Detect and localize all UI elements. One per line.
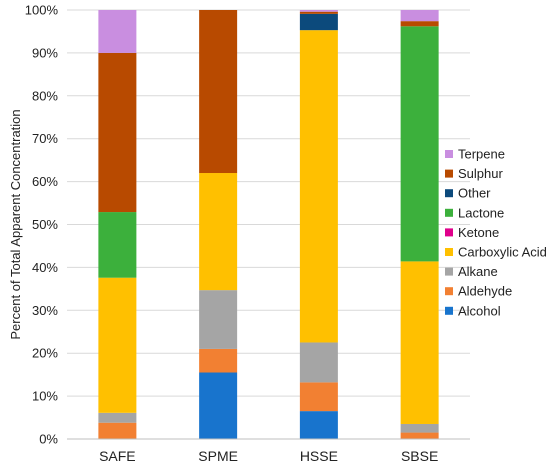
legend-label: Sulphur: [458, 166, 503, 181]
legend-item: Alcohol: [445, 303, 501, 318]
bar-segment-terpene: [98, 10, 137, 53]
legend-swatch: [445, 208, 453, 217]
y-tick-label: 80%: [32, 88, 58, 103]
bar-segment-alkane: [400, 423, 439, 433]
legend-swatch: [445, 189, 453, 198]
legend-label: Lactone: [458, 205, 504, 220]
legend-item: Other: [445, 186, 491, 201]
bar-segment-terpene: [400, 10, 439, 22]
y-tick-label: 40%: [32, 260, 58, 275]
y-tick-label: 90%: [32, 45, 58, 60]
bar-segment-alkane: [299, 342, 338, 383]
y-tick-label: 50%: [32, 217, 58, 232]
y-axis-ticks: 0% 10% 20% 30% 40% 50% 60% 70% 80% 90% 100%: [25, 3, 59, 447]
bar-segment-carboxylic-acid: [400, 261, 439, 424]
y-tick-label: 20%: [32, 346, 58, 361]
bar-segment-carboxylic-acid: [98, 277, 137, 413]
legend-swatch: [445, 306, 453, 315]
bar-segment-terpene: [299, 10, 338, 12]
legend-swatch: [445, 248, 453, 256]
legend-label: Terpene: [458, 147, 505, 162]
bar-segment-sulphur: [299, 11, 338, 14]
y-tick-label: 100%: [25, 3, 59, 18]
legend-swatch: [445, 228, 453, 237]
legend-swatch: [445, 267, 453, 276]
y-tick-label: 70%: [32, 131, 58, 146]
legend-item: Sulphur: [445, 166, 503, 181]
bar-segment-alkane: [199, 290, 238, 349]
bars: [98, 10, 439, 439]
y-tick-label: 60%: [32, 174, 58, 189]
bar-segment-sulphur: [98, 52, 137, 213]
legend: Terpene Sulphur Other Lactone Ketone Carboxyl…: [445, 147, 547, 318]
legend-label: Carboxylic Acid: [458, 245, 547, 260]
y-tick-label: 10%: [32, 389, 58, 404]
bar-segment-alcohol: [199, 372, 238, 439]
legend-label: Aldehyde: [458, 284, 512, 299]
legend-item: Alkane: [445, 264, 498, 279]
legend-swatch: [445, 287, 453, 296]
y-tick-label: 0%: [39, 432, 58, 447]
bar-segment-alcohol: [299, 411, 338, 439]
bar-segment-sulphur: [400, 21, 439, 27]
legend-swatch: [445, 150, 453, 158]
bar-segment-lactone: [98, 212, 137, 278]
y-tick-label: 30%: [32, 303, 58, 318]
legend-item: Terpene: [445, 147, 505, 162]
legend-item: Aldehyde: [445, 284, 512, 299]
legend-item: Carboxylic Acid: [445, 245, 547, 260]
bar-segment-other: [299, 13, 338, 31]
legend-item: Lactone: [445, 205, 504, 220]
legend-label: Other: [458, 186, 491, 201]
legend-label: Alcohol: [458, 303, 501, 318]
bar-segment-alkane: [98, 412, 137, 423]
y-axis-title: Percent of Total Apparent Concentration: [8, 109, 23, 339]
x-tick-label: SBSE: [401, 448, 438, 464]
bar-segment-carboxylic-acid: [299, 30, 338, 343]
x-tick-label: HSSE: [300, 448, 338, 464]
bar-segment-aldehyde: [199, 348, 238, 373]
bar-segment-aldehyde: [98, 422, 137, 439]
legend-label: Ketone: [458, 225, 499, 240]
bar-segment-aldehyde: [400, 432, 439, 439]
bar-segment-lactone: [400, 26, 439, 262]
legend-item: Ketone: [445, 225, 499, 240]
x-tick-label: SAFE: [99, 448, 136, 464]
x-axis-ticks: SAFE SPME HSSE SBSE: [99, 448, 438, 464]
bar-segment-carboxylic-acid: [199, 173, 238, 291]
x-tick-label: SPME: [198, 448, 238, 464]
legend-label: Alkane: [458, 264, 498, 279]
bar-segment-aldehyde: [299, 382, 338, 412]
legend-swatch: [445, 169, 453, 178]
bar-segment-sulphur: [199, 10, 238, 174]
